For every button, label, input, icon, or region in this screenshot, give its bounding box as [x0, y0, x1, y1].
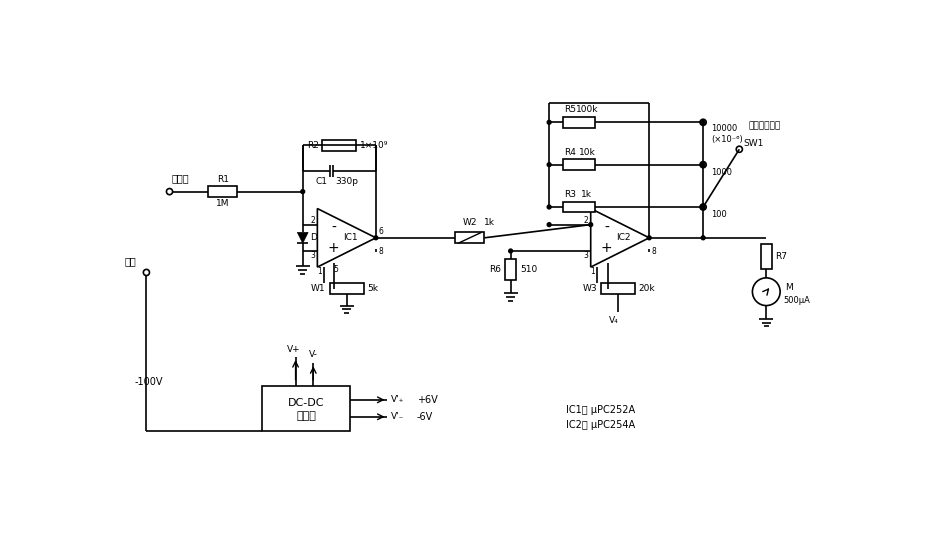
Text: IC2: IC2: [616, 233, 630, 242]
Circle shape: [508, 249, 512, 253]
Bar: [329, 283, 363, 294]
Circle shape: [373, 236, 377, 240]
Circle shape: [647, 236, 651, 240]
Text: 转换器: 转换器: [296, 410, 315, 421]
Text: DC-DC: DC-DC: [287, 398, 324, 408]
Text: 8: 8: [378, 247, 383, 256]
Bar: [208, 186, 237, 197]
Circle shape: [700, 236, 704, 240]
Text: V+: V+: [287, 345, 300, 354]
Text: V'₋: V'₋: [391, 412, 404, 421]
Circle shape: [547, 121, 550, 124]
Text: 8: 8: [651, 247, 655, 256]
Text: 1k: 1k: [580, 190, 592, 199]
Text: R3: R3: [563, 190, 576, 199]
Text: -6V: -6V: [417, 412, 432, 422]
Text: C1: C1: [315, 177, 328, 186]
Text: W3: W3: [581, 284, 596, 293]
Text: D: D: [310, 233, 317, 242]
Text: 510: 510: [519, 265, 536, 274]
Text: 5k: 5k: [367, 284, 378, 293]
Text: 1×10⁹: 1×10⁹: [359, 141, 388, 150]
Text: 1k: 1k: [483, 218, 494, 227]
Text: R7: R7: [775, 252, 786, 261]
Bar: [505, 259, 516, 280]
Text: (×10⁻⁶): (×10⁻⁶): [710, 134, 742, 144]
Polygon shape: [297, 232, 308, 243]
Text: 1000: 1000: [710, 168, 731, 177]
Bar: [563, 159, 594, 170]
Text: V₄: V₄: [608, 316, 618, 325]
Text: R4: R4: [563, 148, 576, 157]
Text: 噴嘴: 噴嘴: [124, 256, 137, 266]
Bar: [563, 117, 594, 128]
Text: 5: 5: [333, 265, 338, 274]
Text: 1: 1: [317, 267, 322, 276]
Circle shape: [300, 190, 304, 194]
Bar: [760, 244, 771, 268]
Bar: [262, 386, 350, 431]
Bar: [455, 232, 484, 243]
Text: M: M: [784, 284, 793, 292]
Text: 3: 3: [583, 251, 588, 260]
Text: W1: W1: [311, 284, 326, 293]
Bar: [322, 140, 356, 151]
Text: 100k: 100k: [575, 105, 597, 115]
Text: 500μA: 500μA: [782, 296, 810, 306]
Text: 100: 100: [710, 210, 725, 219]
Text: 6: 6: [378, 227, 383, 236]
Text: W2: W2: [462, 218, 476, 227]
Text: -: -: [604, 221, 608, 235]
Text: 2: 2: [583, 216, 588, 224]
Text: 1: 1: [590, 267, 594, 276]
Text: 集电极: 集电极: [171, 174, 189, 183]
Circle shape: [700, 205, 704, 209]
Text: +6V: +6V: [417, 395, 437, 405]
Text: IC1: IC1: [343, 233, 358, 242]
Text: +: +: [328, 241, 339, 255]
Circle shape: [700, 162, 704, 167]
Text: 1M: 1M: [215, 200, 229, 208]
Text: 3: 3: [310, 251, 314, 260]
Text: V-: V-: [309, 350, 317, 359]
Text: 10000: 10000: [710, 124, 737, 133]
Text: 测量范围转换: 测量范围转换: [748, 122, 780, 131]
Circle shape: [547, 162, 550, 167]
Text: V'₊: V'₊: [391, 395, 404, 405]
Text: R5: R5: [563, 105, 576, 115]
Text: R6: R6: [489, 265, 501, 274]
Text: IC1： μPC252A: IC1： μPC252A: [565, 405, 635, 414]
Text: -: -: [330, 221, 335, 235]
Text: IC2： μPC254A: IC2： μPC254A: [565, 420, 635, 430]
Bar: [600, 283, 634, 294]
Text: +: +: [600, 241, 612, 255]
Circle shape: [547, 205, 550, 209]
Text: SW1: SW1: [742, 139, 763, 147]
Text: R2: R2: [306, 141, 318, 150]
Circle shape: [588, 223, 592, 226]
Text: 10k: 10k: [578, 148, 594, 157]
Circle shape: [700, 121, 704, 124]
Circle shape: [547, 223, 550, 226]
Text: R1: R1: [216, 175, 228, 184]
Text: 2: 2: [310, 216, 314, 224]
Text: 20k: 20k: [637, 284, 654, 293]
Text: -100V: -100V: [135, 377, 163, 387]
Text: 330p: 330p: [335, 177, 358, 186]
Bar: [563, 202, 594, 213]
